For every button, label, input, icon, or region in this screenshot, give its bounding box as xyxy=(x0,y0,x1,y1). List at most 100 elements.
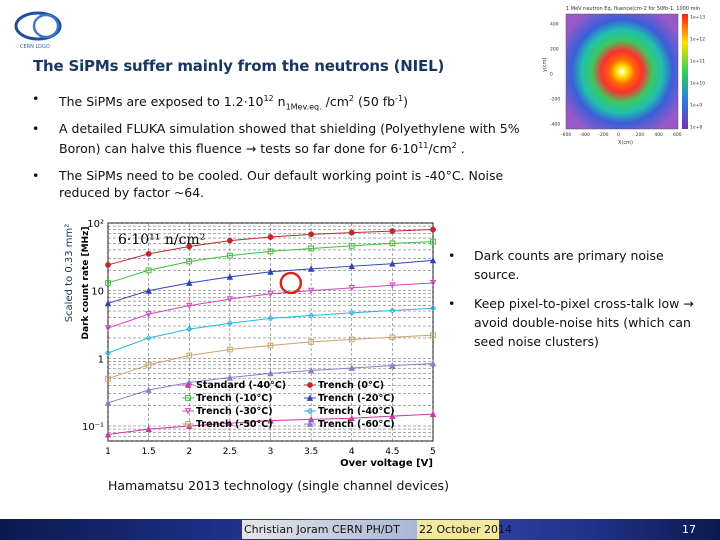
data-point xyxy=(186,352,193,359)
legend-entry: Trench (-50°C) xyxy=(196,419,273,430)
data-point xyxy=(185,395,191,401)
footer-date: 22 October 2014 xyxy=(419,523,513,536)
data-point xyxy=(186,279,193,286)
heatmap-colorbar-label: 1e+13 xyxy=(690,15,705,21)
heatmap-ylabel: y(cm) xyxy=(542,57,548,72)
heatmap-colorbar-label: 1e+11 xyxy=(690,59,705,65)
data-point xyxy=(348,229,355,236)
x-tick-label: 4 xyxy=(349,447,355,457)
heatmap-xtick: -600 xyxy=(561,132,571,138)
legend-entry: Trench (-30°C) xyxy=(196,406,273,417)
heatmap-title: 1 MeV neutron Eq. fluence(cm-2 for 50fb-… xyxy=(566,6,700,12)
legend-entry: Trench (-60°C) xyxy=(318,419,395,430)
data-point xyxy=(348,309,355,316)
heatmap-xtick: -400 xyxy=(580,132,590,138)
data-point xyxy=(429,280,437,287)
data-point xyxy=(429,359,437,367)
heatmap-xtick: 200 xyxy=(636,132,645,138)
footer-author: Christian Joram CERN PH/DT xyxy=(244,523,400,536)
data-point xyxy=(267,417,274,424)
data-point xyxy=(267,290,274,298)
data-point xyxy=(184,381,192,388)
data-point xyxy=(226,374,234,381)
x-tick-label: 1.5 xyxy=(141,447,155,457)
legend-entry: Trench (-10°C) xyxy=(196,393,273,404)
data-point xyxy=(307,265,315,272)
series-line xyxy=(107,307,434,354)
data-point xyxy=(389,412,396,420)
data-point xyxy=(186,243,193,250)
legend-entry: Trench (-40°C) xyxy=(318,406,395,417)
x-tick-label: 2.5 xyxy=(223,447,237,457)
x-tick-label: 1 xyxy=(105,447,111,457)
heatmap-colorbar xyxy=(682,14,688,129)
x-tick-label: 4.5 xyxy=(385,447,399,457)
legend-entry: Standard (-40°C) xyxy=(196,380,286,391)
data-point xyxy=(267,248,274,255)
heatmap-ytick: 0 xyxy=(550,72,553,78)
heatmap-xtick: 0 xyxy=(617,132,620,138)
fluence-heatmap: 1 MeV neutron Eq. fluence(cm-2 for 50fb-… xyxy=(542,6,705,146)
y-tick-label: 10² xyxy=(87,219,104,230)
data-point xyxy=(267,342,274,349)
right-bullet-2: • Keep pixel-to-pixel cross-talk low → av… xyxy=(448,296,694,349)
heatmap-ytick: -200 xyxy=(550,97,560,103)
data-point xyxy=(430,226,436,233)
data-point xyxy=(389,282,396,289)
data-point xyxy=(348,284,355,292)
data-point xyxy=(145,267,152,274)
heatmap-colorbar-label: 1e+8 xyxy=(690,125,702,131)
heatmap-xtick: 600 xyxy=(673,132,682,138)
data-point xyxy=(226,273,234,280)
legend: Standard (-40°C) Trench (0°C) Trench (-10°… xyxy=(182,380,395,430)
legend-entry: Trench (0°C) xyxy=(318,380,384,391)
x-tick-label: 3 xyxy=(268,447,274,457)
data-point xyxy=(186,302,193,310)
bullet-2: • A detailed FLUKA simulation showed tha… xyxy=(32,120,520,156)
bullet-1: • The SiPMs are exposed to 1.2·1012 n1Me… xyxy=(32,91,408,112)
x-tick-label: 3.5 xyxy=(304,447,318,457)
data-point xyxy=(389,362,396,369)
data-point xyxy=(145,311,152,318)
data-point xyxy=(145,287,152,294)
data-point xyxy=(306,394,314,401)
data-point xyxy=(186,326,193,333)
data-point xyxy=(105,375,111,382)
footer-page-number: 17 xyxy=(682,523,696,536)
slide-title: The SiPMs suffer mainly from the neutron… xyxy=(33,57,445,75)
data-point xyxy=(348,242,355,249)
y-tick-label: 1 xyxy=(98,354,104,365)
data-point xyxy=(145,425,152,432)
data-point xyxy=(267,234,274,240)
data-point xyxy=(430,332,436,339)
data-point xyxy=(185,421,191,427)
data-point xyxy=(308,245,315,252)
series-3 xyxy=(104,256,437,307)
y-tick-label: 10 xyxy=(91,287,104,298)
cern-logo: CERN LOGO xyxy=(14,11,62,50)
data-point xyxy=(430,238,436,245)
data-point xyxy=(145,386,152,393)
fluence-annotation: 6·10¹¹ n/cm² xyxy=(118,232,205,248)
data-point xyxy=(226,296,234,303)
legend-entry: Trench (-20°C) xyxy=(318,393,395,404)
side-label: Scaled to 0.33 mm² xyxy=(64,224,75,323)
heatmap-colorbar-label: 1e+9 xyxy=(690,103,702,109)
data-point xyxy=(184,408,192,415)
y-tick-label: 10⁻¹ xyxy=(82,422,104,433)
data-point xyxy=(104,325,112,332)
bullet-3: • The SiPMs need to be cooled. Our defau… xyxy=(32,167,504,200)
data-point xyxy=(105,280,111,286)
data-point xyxy=(429,305,437,312)
series-line xyxy=(107,282,434,329)
heatmap-xtick: -200 xyxy=(598,132,608,138)
series-line xyxy=(107,241,434,284)
data-point xyxy=(226,419,234,427)
heatmap-xlabel: X(cm) xyxy=(618,140,633,146)
series-5 xyxy=(104,305,437,357)
data-point xyxy=(307,367,315,374)
data-point xyxy=(429,256,437,264)
series-4 xyxy=(104,280,437,332)
heatmap-ytick: 200 xyxy=(550,47,559,53)
data-point xyxy=(104,399,112,406)
